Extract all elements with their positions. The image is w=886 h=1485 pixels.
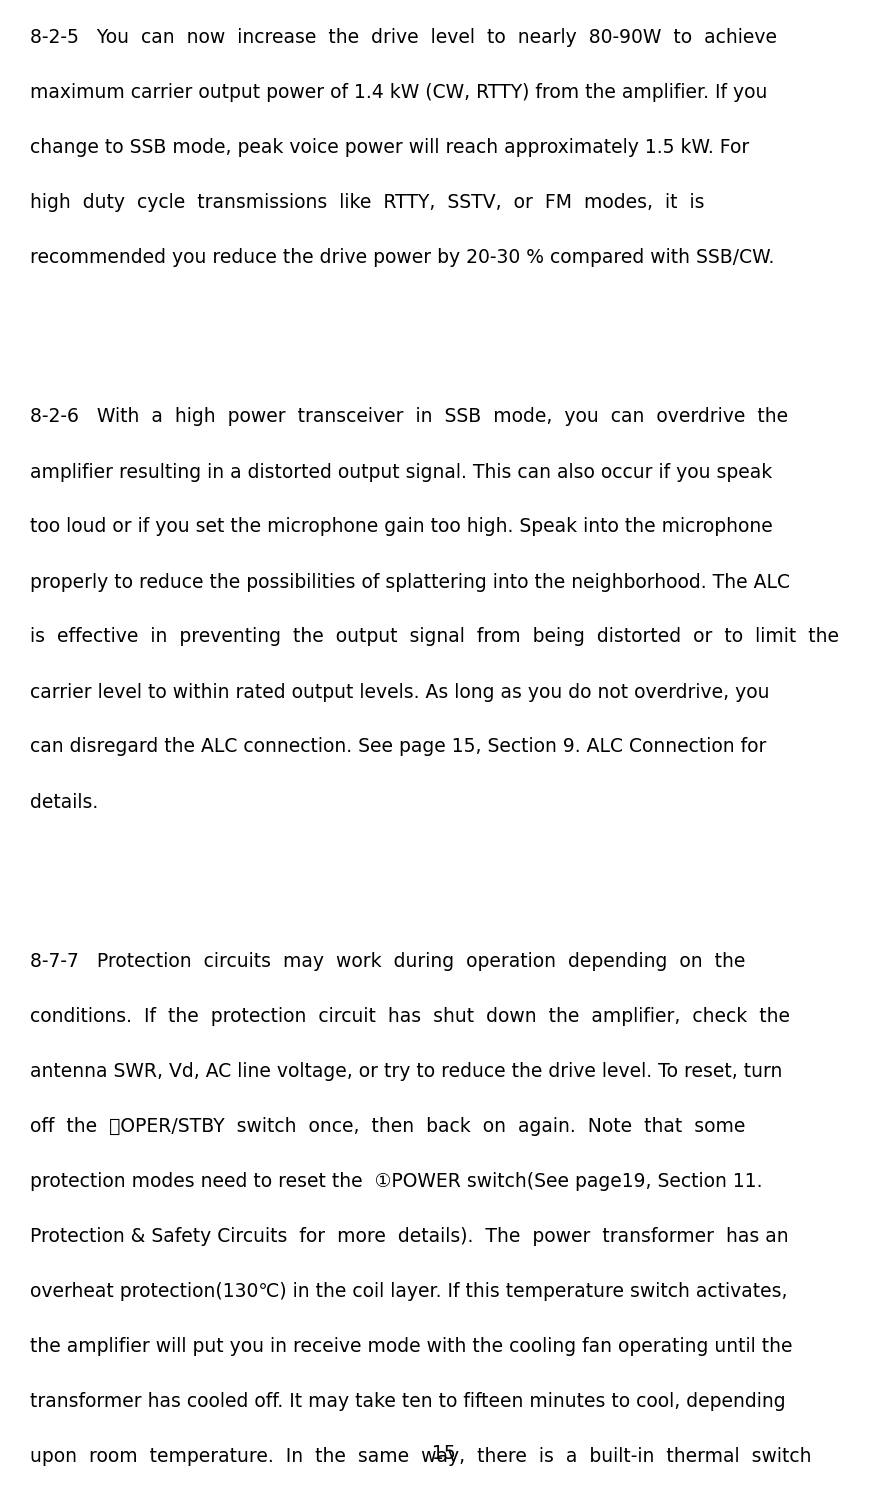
Text: transformer has cooled off. It may take ten to fifteen minutes to cool, dependin: transformer has cooled off. It may take … <box>30 1391 785 1411</box>
Text: antenna SWR, Vd, AC line voltage, or try to reduce the drive level. To reset, tu: antenna SWR, Vd, AC line voltage, or try… <box>30 1062 781 1081</box>
Text: 8-2-6   With  a  high  power  transceiver  in  SSB  mode,  you  can  overdrive  : 8-2-6 With a high power transceiver in S… <box>30 407 788 426</box>
Text: 8-2-5   You  can  now  increase  the  drive  level  to  nearly  80-90W  to  achi: 8-2-5 You can now increase the drive lev… <box>30 28 776 48</box>
Text: off  the  ⒶOPER/STBY  switch  once,  then  back  on  again.  Note  that  some: off the ⒶOPER/STBY switch once, then bac… <box>30 1117 744 1136</box>
Text: too loud or if you set the microphone gain too high. Speak into the microphone: too loud or if you set the microphone ga… <box>30 517 772 536</box>
Text: conditions.  If  the  protection  circuit  has  shut  down  the  amplifier,  che: conditions. If the protection circuit ha… <box>30 1007 789 1026</box>
Text: upon  room  temperature.  In  the  same  way,  there  is  a  built-in  thermal  : upon room temperature. In the same way, … <box>30 1446 811 1466</box>
Text: maximum carrier output power of 1.4 kW (CW, RTTY) from the amplifier. If you: maximum carrier output power of 1.4 kW (… <box>30 83 766 102</box>
Text: 15: 15 <box>431 1443 455 1463</box>
Text: recommended you reduce the drive power by 20-30 % compared with SSB/CW.: recommended you reduce the drive power b… <box>30 248 773 267</box>
Text: details.: details. <box>30 793 98 811</box>
Text: high  duty  cycle  transmissions  like  RTTY,  SSTV,  or  FM  modes,  it  is: high duty cycle transmissions like RTTY,… <box>30 193 703 212</box>
Text: amplifier resulting in a distorted output signal. This can also occur if you spe: amplifier resulting in a distorted outpu… <box>30 462 772 481</box>
Text: can disregard the ALC connection. See page 15, Section 9. ALC Connection for: can disregard the ALC connection. See pa… <box>30 738 766 756</box>
Text: is  effective  in  preventing  the  output  signal  from  being  distorted  or  : is effective in preventing the output si… <box>30 628 838 646</box>
Text: the amplifier will put you in receive mode with the cooling fan operating until : the amplifier will put you in receive mo… <box>30 1336 791 1356</box>
Text: carrier level to within rated output levels. As long as you do not overdrive, yo: carrier level to within rated output lev… <box>30 683 769 701</box>
Text: overheat protection(130℃) in the coil layer. If this temperature switch activate: overheat protection(130℃) in the coil la… <box>30 1282 787 1301</box>
Text: Protection & Safety Circuits  for  more  details).  The  power  transformer  has: Protection & Safety Circuits for more de… <box>30 1227 788 1246</box>
Text: protection modes need to reset the  ①POWER switch(See page19, Section 11.: protection modes need to reset the ①POWE… <box>30 1172 762 1191</box>
Text: 8-7-7   Protection  circuits  may  work  during  operation  depending  on  the: 8-7-7 Protection circuits may work durin… <box>30 952 744 971</box>
Text: properly to reduce the possibilities of splattering into the neighborhood. The A: properly to reduce the possibilities of … <box>30 573 789 591</box>
Text: change to SSB mode, peak voice power will reach approximately 1.5 kW. For: change to SSB mode, peak voice power wil… <box>30 138 749 157</box>
